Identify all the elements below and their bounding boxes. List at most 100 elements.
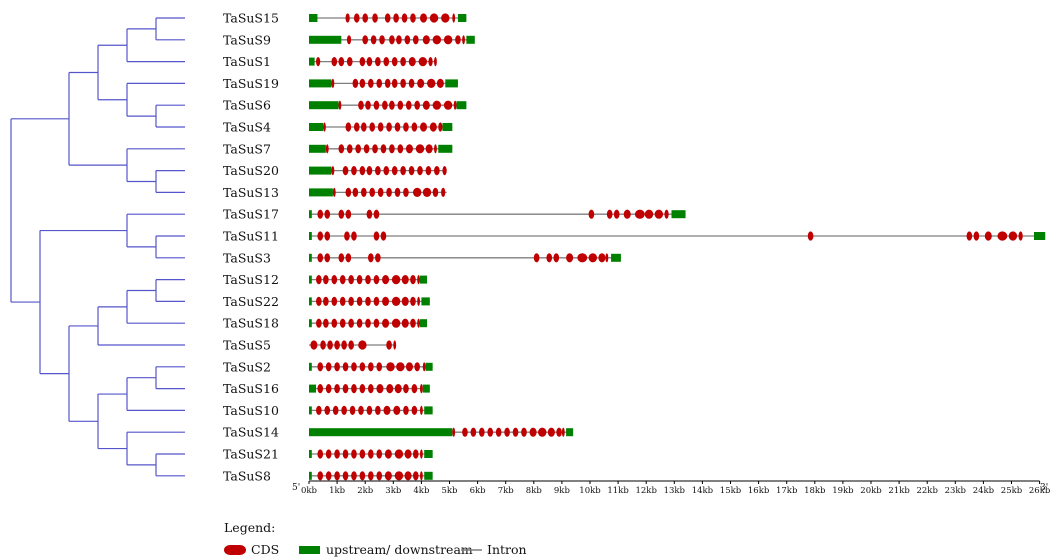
cds-exon (410, 13, 416, 23)
cds-exon (577, 253, 588, 263)
cds-exon (320, 340, 326, 350)
gene-name-label: TaSuS21 (223, 447, 279, 462)
cds-exon (323, 296, 329, 306)
cds-exon (334, 362, 340, 372)
gene-row (309, 78, 458, 88)
gene-name-label: TaSuS1 (223, 54, 271, 69)
axis-tick-label: 11kb (607, 486, 629, 496)
cds-exon (538, 427, 547, 437)
cds-exon (429, 13, 439, 23)
cds-exon (443, 35, 453, 45)
axis-tick-label: 2kb (357, 486, 374, 496)
cds-exon (419, 384, 423, 394)
cds-exon (405, 144, 413, 154)
cds-exon (366, 57, 373, 67)
cds-exon (317, 231, 324, 241)
cds-exon (438, 122, 443, 132)
cds-exon (346, 57, 353, 67)
cds-exon (401, 318, 409, 328)
cds-exon (386, 362, 395, 372)
cds-exon (391, 296, 401, 306)
cds-exon (373, 296, 380, 306)
gene-name-label: TaSuS14 (223, 425, 279, 440)
cds-exon (338, 253, 345, 263)
gene-name-label: TaSuS6 (223, 98, 271, 113)
cds-exon (561, 427, 565, 437)
cds-exon (386, 384, 394, 394)
cds-exon (1008, 231, 1018, 241)
gene-row (309, 253, 621, 263)
gene-name-label: TaSuS4 (223, 120, 271, 135)
cds-exon (365, 275, 371, 285)
axis-tick-label: 25kb (1001, 486, 1023, 496)
cds-exon (403, 122, 409, 132)
cds-exon (323, 275, 329, 285)
cds-exon (341, 340, 347, 350)
cds-exon (368, 78, 374, 88)
cds-exon (973, 231, 980, 241)
cds-exon (462, 35, 465, 45)
gene-row (309, 427, 574, 437)
gene-row (309, 122, 453, 132)
legend-cds-label: CDS (251, 542, 279, 557)
axis-tick-label: 26kb (1029, 486, 1051, 496)
cds-exon (411, 405, 418, 415)
cds-exon (375, 253, 381, 263)
cds-exon (345, 122, 352, 132)
cds-exon (365, 100, 371, 110)
cds-exon (1018, 231, 1023, 241)
gene-row (309, 166, 447, 176)
cds-exon (375, 57, 381, 67)
cds-exon (345, 253, 352, 263)
cds-exon (365, 296, 371, 306)
cds-exon (352, 78, 359, 88)
axis-tick-label: 16kb (748, 486, 770, 496)
cds-exon (412, 449, 419, 459)
utr-block (309, 232, 312, 240)
cds-exon (373, 318, 380, 328)
cds-exon (533, 253, 540, 263)
cds-exon (419, 122, 428, 132)
cds-exon (342, 166, 349, 176)
cds-exon (664, 209, 669, 219)
cds-exon (404, 35, 411, 45)
cds-exon (355, 144, 361, 154)
cds-exon (342, 362, 349, 372)
gene-row (309, 100, 467, 110)
utr-block (309, 406, 312, 415)
cds-exon (434, 57, 437, 67)
gene-row (309, 275, 428, 285)
cds-exon (348, 275, 354, 285)
cds-exon (405, 100, 412, 110)
utr-block (309, 253, 312, 262)
utr-block (309, 35, 342, 44)
cds-exon (394, 449, 404, 459)
utr-block (309, 471, 312, 480)
kb-scale-axis: 5' 3' 0kb 1kb 2kb 3kb 4kb 5kb 6kb 7kb 8kb 9kb 10kb… (292, 480, 1051, 496)
cds-exon (372, 13, 378, 23)
cds-exon (376, 362, 383, 372)
cds-exon (332, 187, 336, 197)
cds-exon (323, 318, 329, 328)
cds-exon (358, 100, 364, 110)
cds-exon (634, 209, 645, 219)
cds-exon (366, 209, 373, 219)
cds-exon (356, 275, 363, 285)
gene-name-label: TaSuS16 (223, 381, 279, 396)
cds-exon (366, 405, 373, 415)
cds-exon (360, 187, 367, 197)
cds-exon (317, 471, 324, 481)
gene-row (309, 471, 433, 481)
legend-intron-label: Intron (487, 542, 527, 557)
cds-exon (408, 78, 415, 88)
cds-exon (373, 275, 380, 285)
utr-block (445, 79, 458, 88)
cds-exon (404, 471, 412, 481)
cds-exon (382, 318, 390, 328)
cds-exon (341, 405, 347, 415)
axis-tick-label: 21kb (888, 486, 910, 496)
gene-structures (309, 13, 1046, 481)
cds-exon (356, 296, 363, 306)
cds-exon (351, 449, 357, 459)
cds-exon (370, 35, 377, 45)
